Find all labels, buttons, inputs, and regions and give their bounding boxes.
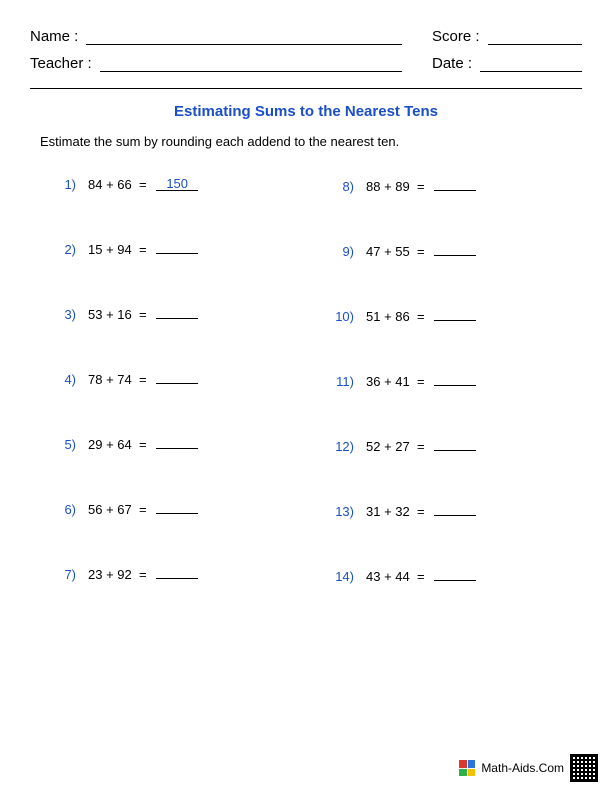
date-blank[interactable] bbox=[480, 56, 582, 72]
answer-blank[interactable] bbox=[434, 307, 476, 321]
answer-blank[interactable] bbox=[156, 370, 198, 384]
problem-row: 8) 88 + 89 = bbox=[326, 177, 564, 194]
problem-row: 2) 15 + 94 = bbox=[48, 240, 286, 257]
problem-row: 3) 53 + 16 = bbox=[48, 305, 286, 322]
date-label: Date : bbox=[432, 55, 472, 72]
problem-row: 11) 36 + 41 = bbox=[326, 372, 564, 389]
problem-number: 4) bbox=[48, 372, 76, 387]
problem-expression: 36 + 41 = bbox=[366, 374, 428, 389]
header-divider bbox=[30, 88, 582, 89]
problem-number: 10) bbox=[326, 309, 354, 324]
problem-expression: 15 + 94 = bbox=[88, 242, 150, 257]
answer-blank[interactable] bbox=[434, 372, 476, 386]
name-field-row: Name : bbox=[30, 28, 402, 45]
score-field-row: Score : bbox=[432, 28, 582, 45]
problem-row: 7) 23 + 92 = bbox=[48, 565, 286, 582]
problem-expression: 47 + 55 = bbox=[366, 244, 428, 259]
problem-number: 7) bbox=[48, 567, 76, 582]
problem-expression: 56 + 67 = bbox=[88, 502, 150, 517]
answer-blank[interactable] bbox=[434, 502, 476, 516]
answer-blank[interactable] bbox=[156, 240, 198, 254]
site-logo-icon bbox=[459, 760, 475, 776]
teacher-blank[interactable] bbox=[100, 56, 402, 72]
problem-number: 13) bbox=[326, 504, 354, 519]
name-blank[interactable] bbox=[86, 29, 402, 45]
teacher-field-row: Teacher : bbox=[30, 55, 402, 72]
problems-col-left: 1) 84 + 66 = 150 2) 15 + 94 = 3) 53 + 16 = 4… bbox=[48, 177, 286, 632]
problem-expression: 84 + 66 = bbox=[88, 177, 150, 192]
problem-row: 12) 52 + 27 = bbox=[326, 437, 564, 454]
score-label: Score : bbox=[432, 28, 480, 45]
problem-row: 9) 47 + 55 = bbox=[326, 242, 564, 259]
teacher-label: Teacher : bbox=[30, 55, 92, 72]
score-blank[interactable] bbox=[488, 29, 582, 45]
footer-site: Math-Aids.Com bbox=[481, 761, 564, 775]
problem-number: 14) bbox=[326, 569, 354, 584]
answer-blank[interactable] bbox=[156, 435, 198, 449]
problem-row: 1) 84 + 66 = 150 bbox=[48, 177, 286, 192]
problem-number: 9) bbox=[326, 244, 354, 259]
answer-blank[interactable] bbox=[434, 437, 476, 451]
problem-number: 8) bbox=[326, 179, 354, 194]
instructions: Estimate the sum by rounding each addend… bbox=[40, 134, 582, 149]
date-field-row: Date : bbox=[432, 55, 582, 72]
worksheet-title: Estimating Sums to the Nearest Tens bbox=[30, 103, 582, 120]
footer: Math-Aids.Com bbox=[459, 754, 598, 782]
problem-number: 2) bbox=[48, 242, 76, 257]
problem-number: 12) bbox=[326, 439, 354, 454]
problem-expression: 29 + 64 = bbox=[88, 437, 150, 452]
problem-expression: 31 + 32 = bbox=[366, 504, 428, 519]
answer-blank[interactable] bbox=[434, 177, 476, 191]
problem-row: 14) 43 + 44 = bbox=[326, 567, 564, 584]
problem-number: 5) bbox=[48, 437, 76, 452]
problem-row: 5) 29 + 64 = bbox=[48, 435, 286, 452]
problem-row: 6) 56 + 67 = bbox=[48, 500, 286, 517]
problem-expression: 52 + 27 = bbox=[366, 439, 428, 454]
problem-number: 11) bbox=[326, 374, 354, 389]
problem-number: 1) bbox=[48, 177, 76, 192]
qr-code-icon bbox=[570, 754, 598, 782]
answer-value: 150 bbox=[166, 176, 188, 191]
answer-blank[interactable]: 150 bbox=[156, 177, 198, 191]
problems-col-right: 8) 88 + 89 = 9) 47 + 55 = 10) 51 + 86 = 11)… bbox=[326, 177, 564, 632]
name-label: Name : bbox=[30, 28, 78, 45]
problem-row: 10) 51 + 86 = bbox=[326, 307, 564, 324]
problem-expression: 53 + 16 = bbox=[88, 307, 150, 322]
problem-expression: 88 + 89 = bbox=[366, 179, 428, 194]
problem-number: 6) bbox=[48, 502, 76, 517]
header-right: Score : Date : bbox=[432, 28, 582, 82]
header-left: Name : Teacher : bbox=[30, 28, 402, 82]
answer-blank[interactable] bbox=[156, 565, 198, 579]
problem-row: 4) 78 + 74 = bbox=[48, 370, 286, 387]
answer-blank[interactable] bbox=[434, 242, 476, 256]
header: Name : Teacher : Score : Date : bbox=[30, 28, 582, 82]
answer-blank[interactable] bbox=[156, 305, 198, 319]
problem-row: 13) 31 + 32 = bbox=[326, 502, 564, 519]
problem-expression: 51 + 86 = bbox=[366, 309, 428, 324]
problem-number: 3) bbox=[48, 307, 76, 322]
problems-grid: 1) 84 + 66 = 150 2) 15 + 94 = 3) 53 + 16 = 4… bbox=[30, 177, 582, 632]
problem-expression: 43 + 44 = bbox=[366, 569, 428, 584]
problem-expression: 78 + 74 = bbox=[88, 372, 150, 387]
problem-expression: 23 + 92 = bbox=[88, 567, 150, 582]
answer-blank[interactable] bbox=[434, 567, 476, 581]
answer-blank[interactable] bbox=[156, 500, 198, 514]
